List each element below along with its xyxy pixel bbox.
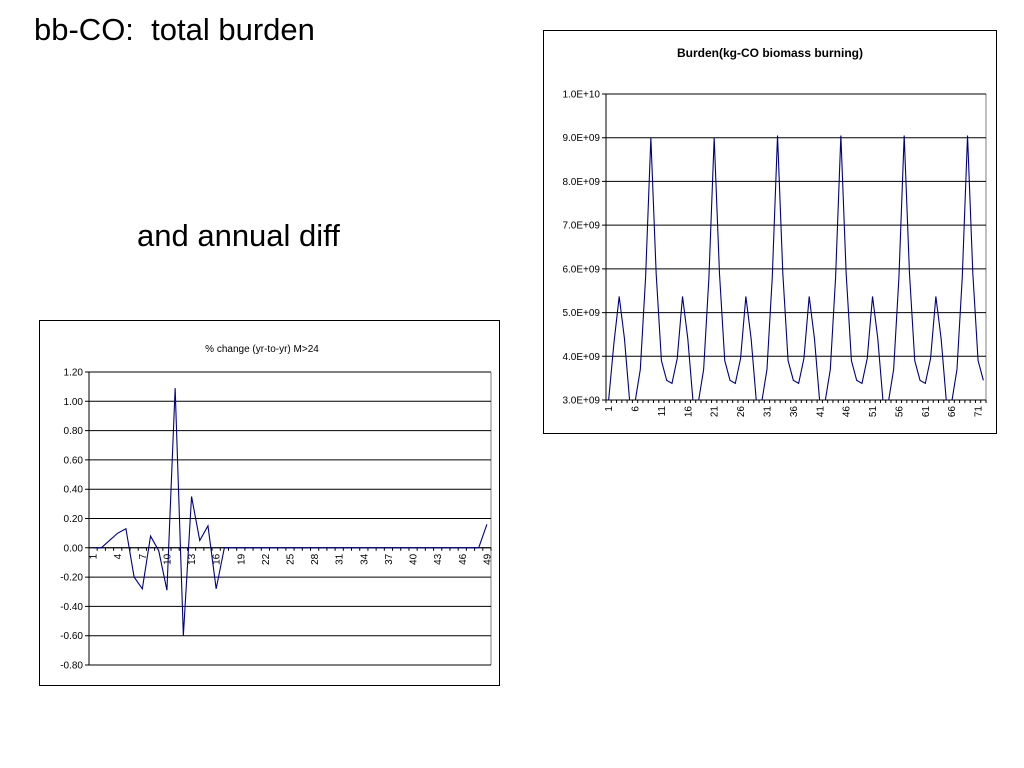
pct-change-chart-y-tick-label: 0.40	[64, 485, 84, 496]
burden-chart-x-tick-label: 6	[631, 406, 642, 412]
burden-chart-y-tick-label: 9.0E+09	[562, 133, 600, 144]
pct-change-chart-y-tick-label: 0.00	[64, 543, 84, 554]
pct-change-chart-y-tick-label: -0.40	[60, 602, 83, 613]
pct-change-chart-x-tick-label: 4	[113, 553, 124, 559]
burden-chart-x-tick-label: 51	[868, 406, 879, 418]
pct-change-chart-y-tick-label: -0.20	[60, 573, 83, 584]
pct-change-chart-x-tick-label: 7	[138, 553, 149, 559]
burden-chart-x-tick-label: 36	[789, 406, 800, 418]
pct-change-chart-y-tick-label: 1.20	[64, 368, 84, 379]
pct-change-chart-x-tick-label: 13	[187, 553, 198, 565]
burden-chart-y-tick-label: 1.0E+10	[562, 90, 600, 101]
burden-chart-title: Burden(kg-CO biomass burning)	[677, 46, 863, 60]
burden-chart-x-tick-label: 66	[947, 406, 958, 418]
pct-change-chart-y-tick-label: 0.60	[64, 455, 84, 466]
burden-chart-x-tick-label: 16	[683, 406, 694, 418]
burden-chart-y-tick-label: 3.0E+09	[562, 396, 600, 407]
pct-change-chart: % change (yr-to-yr) M>24 -0.80 -0.60 -0.40…	[39, 320, 500, 686]
pct-change-chart-svg: % change (yr-to-yr) M>24 -0.80 -0.60 -0.40…	[60, 344, 493, 672]
pct-change-chart-series-line	[93, 388, 488, 636]
burden-chart-y-tick-label: 8.0E+09	[562, 177, 600, 188]
pct-change-chart-x-tick-label: 34	[359, 553, 370, 565]
pct-change-chart-x-tick-label: 46	[458, 553, 469, 565]
burden-chart-y-tick-label: 6.0E+09	[562, 264, 600, 275]
slide-subtitle: and annual diff	[137, 218, 340, 253]
pct-change-chart-x-tick-label: 16	[212, 553, 223, 565]
pct-change-chart-y-tick-label: -0.60	[60, 631, 83, 642]
burden-chart: Burden(kg-CO biomass burning) 3.0E+09 4.0…	[543, 30, 997, 434]
pct-change-chart-x-tick-label: 25	[286, 553, 297, 565]
pct-change-chart-y-tick-label: 0.80	[64, 426, 84, 437]
burden-chart-y-tick-label: 4.0E+09	[562, 352, 600, 363]
pct-change-chart-y-tick-label: -0.80	[60, 661, 83, 672]
pct-change-chart-y-tick-label: 1.00	[64, 397, 84, 408]
burden-chart-x-tick-label: 1	[604, 406, 615, 412]
burden-chart-x-tick-label: 46	[842, 406, 853, 418]
pct-change-chart-x-tick-label: 19	[236, 553, 247, 565]
pct-change-chart-x-tick-label: 37	[384, 553, 395, 565]
pct-change-chart-x-tick-label: 31	[335, 553, 346, 565]
burden-chart-x-tick-label: 71	[974, 406, 985, 418]
burden-chart-x-tick-label: 31	[762, 406, 773, 418]
burden-chart-y-tick-label: 7.0E+09	[562, 221, 600, 232]
pct-change-chart-x-tick-label: 1	[89, 553, 100, 559]
burden-chart-series-line	[608, 135, 984, 400]
burden-chart-y-tick-label: 5.0E+09	[562, 308, 600, 319]
slide-title: bb-CO: total burden	[34, 12, 315, 47]
burden-chart-x-tick-label: 11	[657, 406, 668, 417]
pct-change-chart-x-tick-label: 40	[409, 553, 420, 565]
pct-change-chart-x-tick-label: 43	[433, 553, 444, 565]
pct-change-chart-title: % change (yr-to-yr) M>24	[205, 344, 319, 355]
burden-chart-svg: Burden(kg-CO biomass burning) 3.0E+09 4.0…	[562, 46, 987, 418]
pct-change-chart-y-tick-label: 0.20	[64, 514, 84, 525]
burden-chart-x-tick-label: 61	[921, 406, 932, 418]
burden-chart-x-tick-label: 41	[815, 406, 826, 418]
burden-chart-x-tick-label: 21	[710, 406, 721, 418]
pct-change-chart-x-tick-label: 28	[310, 553, 321, 565]
pct-change-chart-x-tick-label: 22	[261, 553, 272, 565]
burden-chart-x-tick-label: 26	[736, 406, 747, 418]
pct-change-chart-x-tick-label: 49	[482, 553, 493, 565]
burden-chart-x-tick-label: 56	[894, 406, 905, 418]
